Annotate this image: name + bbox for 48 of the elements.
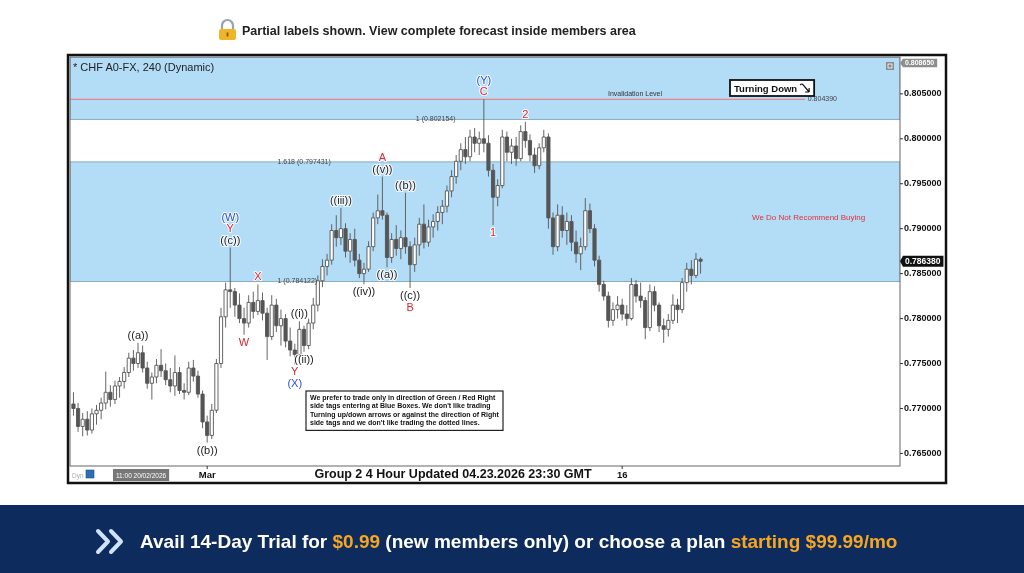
y-tick-label: 0.800000 [904, 133, 942, 144]
annotation: ((b)) [196, 443, 218, 456]
y-tick-label: 0.805000 [904, 88, 942, 99]
annotation: B [406, 300, 414, 313]
chart-title: * CHF A0-FX, 240 (Dynamic) [73, 61, 215, 73]
y-tick-label: 0.785000 [904, 268, 942, 279]
candlestick [698, 257, 703, 275]
annotation: ((c)) [399, 289, 421, 302]
text: starting $99.99/mo [730, 531, 898, 552]
annotation: ((c)) [220, 233, 241, 246]
annotation: ((iii)) [329, 194, 352, 207]
text: $0.99 [332, 531, 381, 552]
annotation: ((iv)) [352, 285, 376, 298]
annotation: ((v)) [372, 162, 393, 175]
annotation: (X) [287, 376, 303, 389]
annotation: X [254, 270, 263, 283]
y-tick-label: 0.780000 [904, 312, 942, 323]
y-tick-label: 0.765000 [904, 447, 942, 458]
candlestick [112, 380, 118, 405]
y-tick-label: 0.795000 [904, 178, 942, 189]
annotation: Turning Down [734, 83, 798, 94]
annotation: 1 [490, 226, 497, 239]
text: Avail 14-Day Trial for [140, 531, 333, 552]
candlestick [135, 342, 141, 369]
annotation: Y [226, 222, 235, 235]
annotation: We Do Not Recommend Buying [752, 213, 866, 222]
annotation: (W) [221, 210, 240, 223]
annotation: ((a)) [127, 328, 149, 341]
candlestick [467, 129, 473, 162]
y-tick-label: 0.790000 [904, 223, 942, 234]
annotation: ((b)) [395, 178, 416, 191]
candlestick [555, 203, 560, 252]
annotation: A [378, 151, 387, 164]
annotation: ((i)) [290, 307, 308, 320]
text: Group 2 4 Hour Updated 04.23.2026 23:30 GMT [314, 467, 592, 481]
annotation: (Y) [476, 73, 492, 86]
annotation: ((ii)) [294, 352, 314, 365]
y-tick-label: 0.775000 [904, 357, 942, 368]
text: Partial labels shown. View complete forecast inside members area [242, 24, 637, 38]
annotation: W [238, 335, 250, 348]
annotation: ((a)) [376, 268, 398, 281]
annotation: 2 [522, 107, 529, 120]
y-tick-label: 0.770000 [904, 402, 942, 413]
text: (new members only) or choose a plan [380, 531, 731, 552]
annotation: Y [291, 365, 300, 378]
text: 0.786380 [905, 255, 941, 266]
x-tick-label: 16 [616, 469, 628, 480]
x-tick-label: Mar [198, 469, 216, 480]
